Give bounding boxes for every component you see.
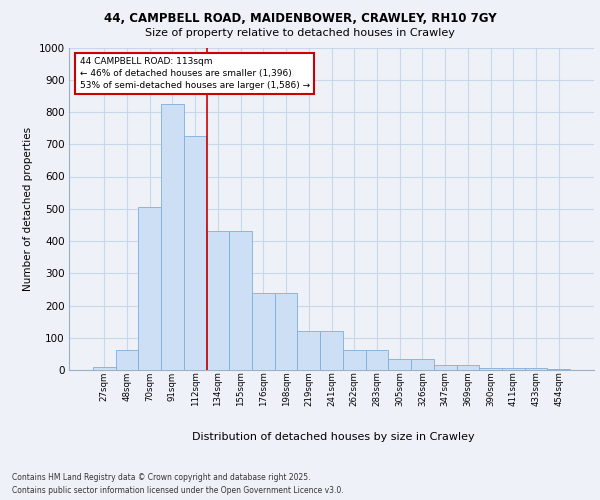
Text: Contains HM Land Registry data © Crown copyright and database right 2025.: Contains HM Land Registry data © Crown c… [12, 472, 311, 482]
Bar [275, 292, 298, 370]
Bar [320, 332, 343, 370]
Bar [116, 350, 139, 370]
Bar [229, 232, 252, 370]
Text: 44 CAMPBELL ROAD: 113sqm
← 46% of detached houses are smaller (1,396)
53% of sem: 44 CAMPBELL ROAD: 113sqm ← 46% of detach… [79, 57, 310, 90]
Bar [388, 358, 411, 370]
Text: 44, CAMPBELL ROAD, MAIDENBOWER, CRAWLEY, RH10 7GY: 44, CAMPBELL ROAD, MAIDENBOWER, CRAWLEY,… [104, 12, 496, 26]
Bar [547, 369, 570, 370]
Bar [184, 136, 206, 370]
Bar [343, 350, 365, 370]
Bar [365, 350, 388, 370]
Bar [93, 368, 116, 370]
Bar [206, 232, 229, 370]
Y-axis label: Number of detached properties: Number of detached properties [23, 126, 33, 291]
Bar [434, 365, 457, 370]
Bar [298, 332, 320, 370]
Text: Contains public sector information licensed under the Open Government Licence v3: Contains public sector information licen… [12, 486, 344, 495]
Bar [139, 207, 161, 370]
Bar [411, 358, 434, 370]
Text: Distribution of detached houses by size in Crawley: Distribution of detached houses by size … [191, 432, 475, 442]
Bar [252, 292, 275, 370]
Bar [524, 368, 547, 370]
Text: Size of property relative to detached houses in Crawley: Size of property relative to detached ho… [145, 28, 455, 38]
Bar [479, 368, 502, 370]
Bar [161, 104, 184, 370]
Bar [457, 365, 479, 370]
Bar [502, 368, 524, 370]
